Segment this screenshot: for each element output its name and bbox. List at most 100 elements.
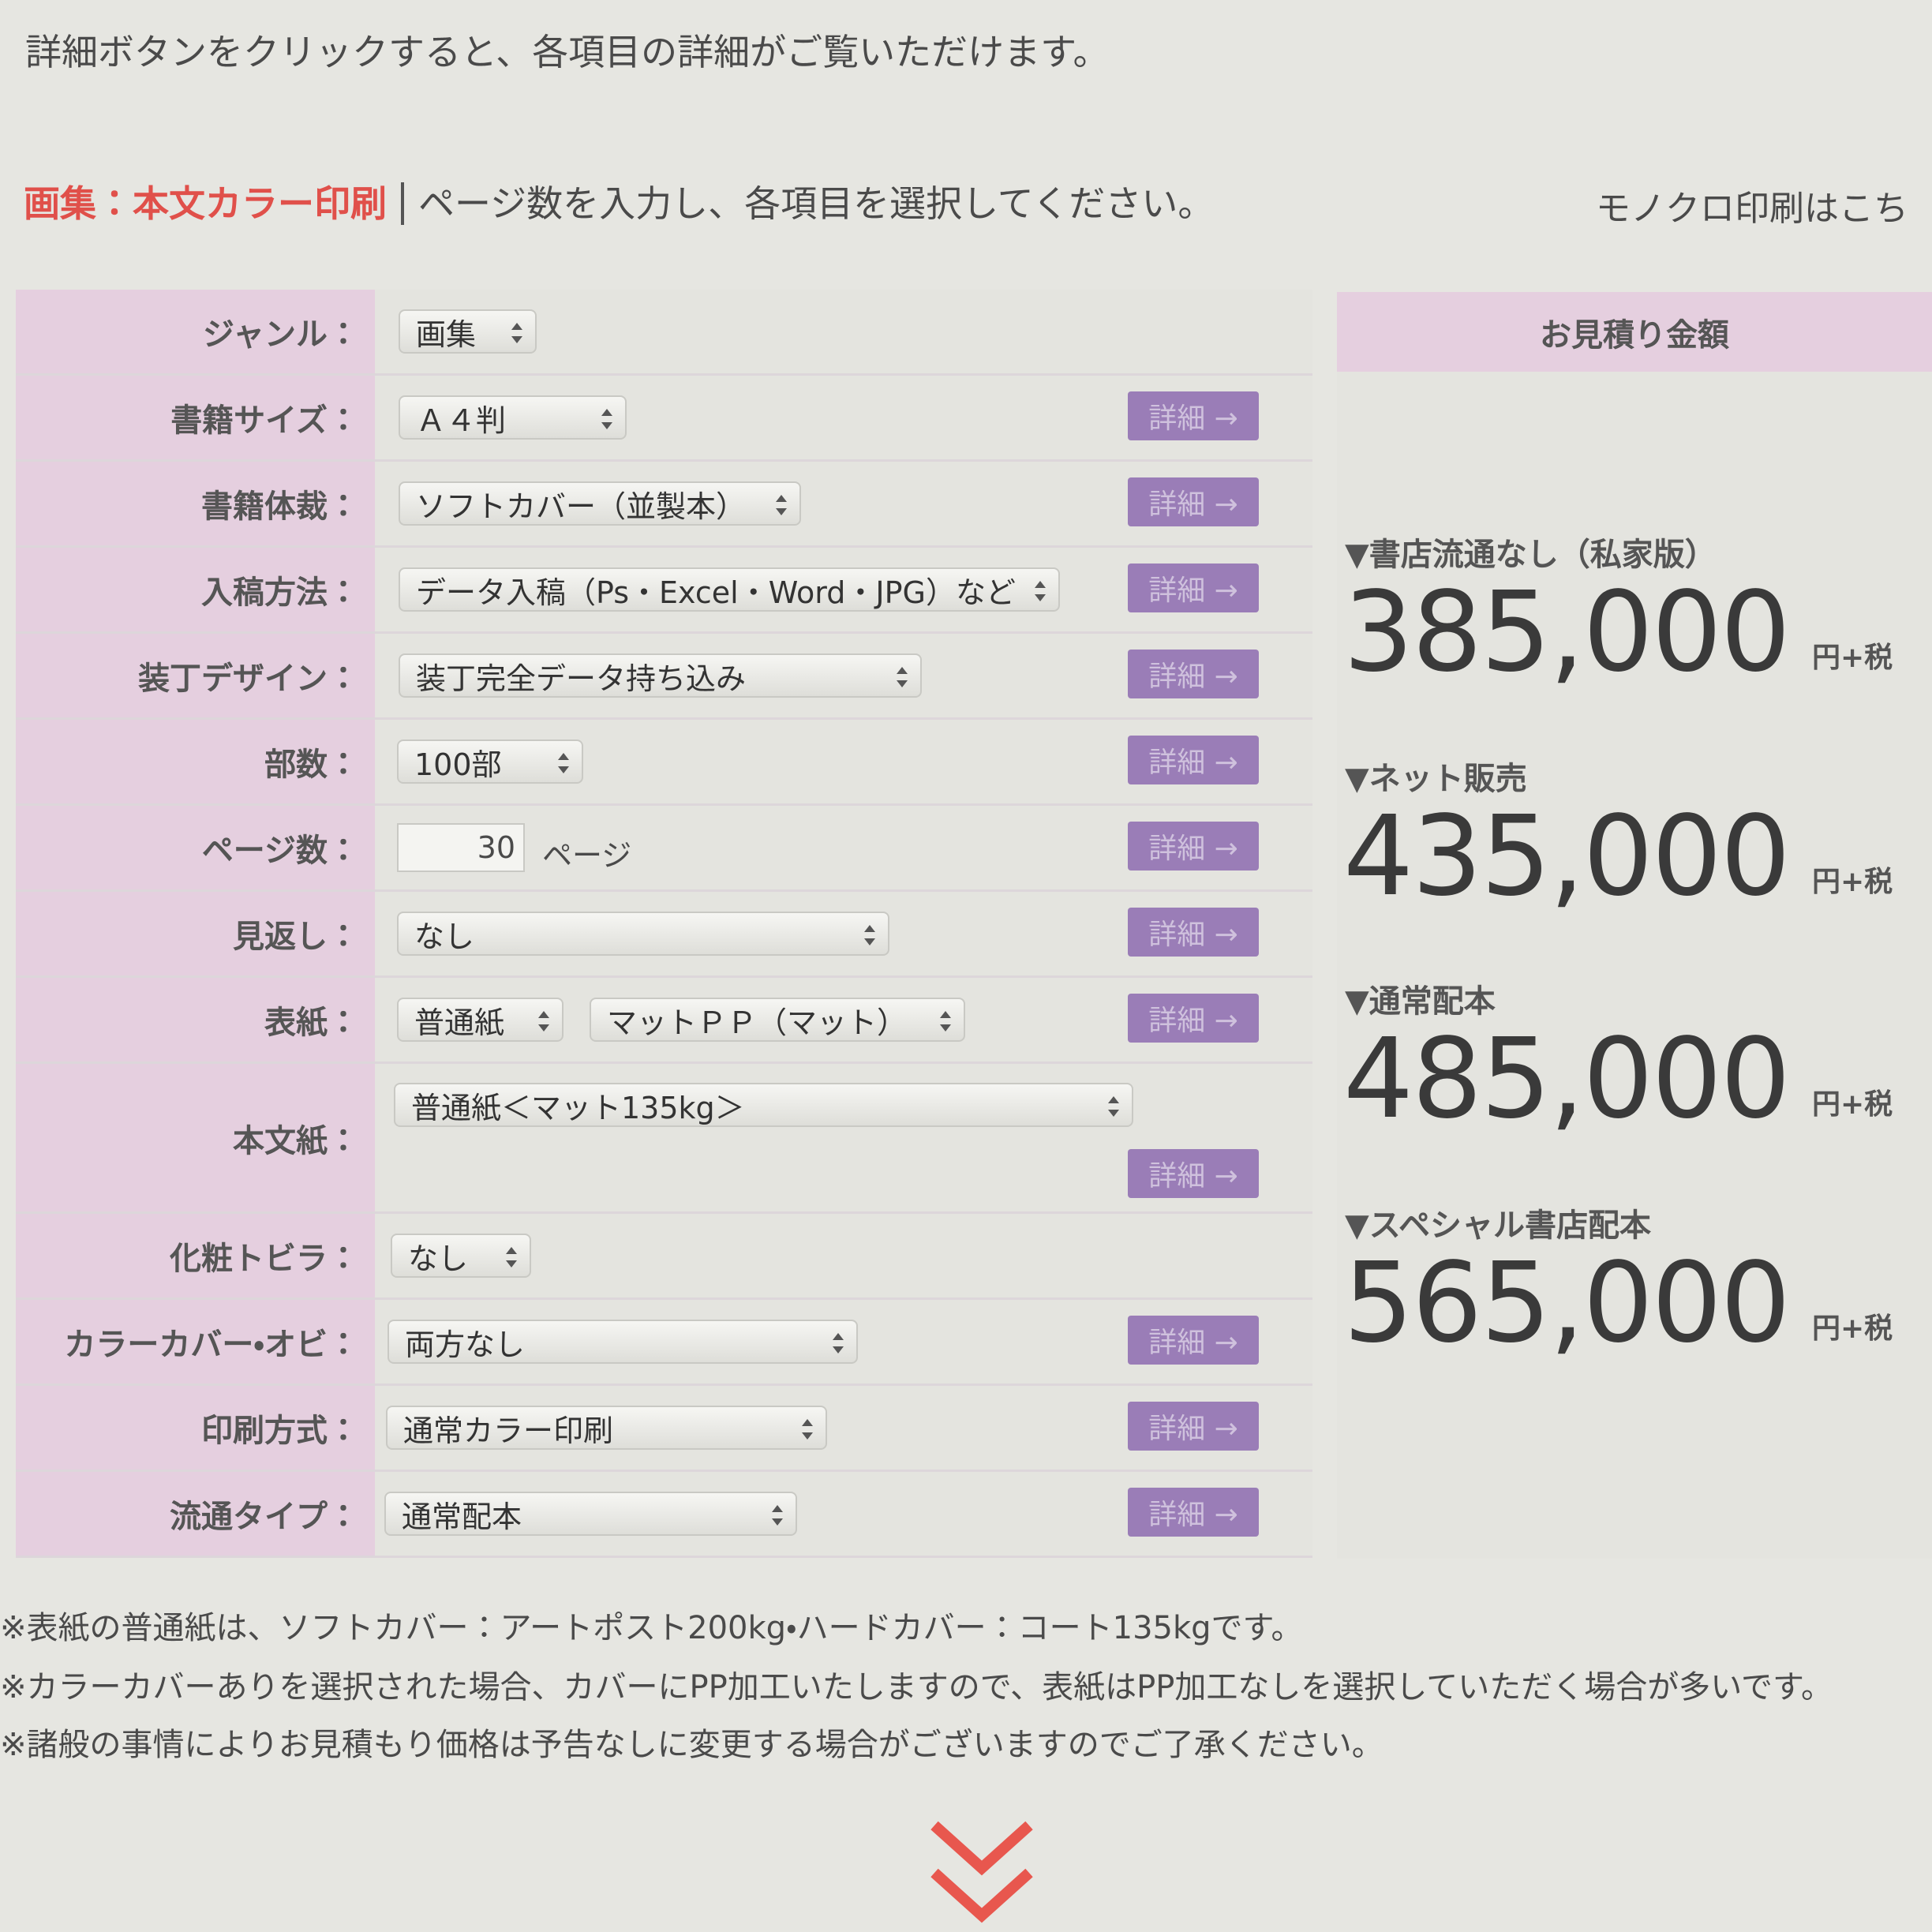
select-value: 100部 — [414, 747, 502, 782]
select-box[interactable]: 通常配本 — [384, 1492, 797, 1536]
field-controls: ソフトカバー（並製本） 詳細 → — [375, 462, 1312, 545]
field-controls: Ａ４判 詳細 → — [375, 376, 1312, 459]
note: ※表紙の普通紙は、ソフトカバー：アートポスト200kg・ハードカバー：コート13… — [0, 1610, 1303, 1646]
select-box[interactable]: 普通紙＜マット135kg＞ — [394, 1083, 1133, 1127]
heading-instruction: ページ数を入力し、各項目を選択してください。 — [401, 182, 1215, 225]
detail-button[interactable]: 詳細 → — [1128, 650, 1259, 698]
form-row: 化粧トビラ： なし — [16, 1214, 1312, 1300]
detail-button[interactable]: 詳細 → — [1128, 1149, 1259, 1198]
select-arrow — [506, 1247, 517, 1267]
note: ※カラーカバーありを選択された場合、カバーにPP加工いたしますので、表紙はPP加… — [0, 1669, 1833, 1705]
detail-button[interactable]: 詳細 → — [1128, 908, 1259, 957]
form-row: 書籍体裁： ソフトカバー（並製本） 詳細 → — [16, 462, 1312, 548]
detail-button[interactable]: 詳細 → — [1128, 736, 1259, 784]
price-value: 485,000 — [1343, 1015, 1791, 1144]
detail-button[interactable]: 詳細 → — [1128, 391, 1259, 440]
price-label: ▼通常配本 — [1345, 983, 1496, 1020]
select-value: 普通紙＜マット135kg＞ — [411, 1090, 745, 1125]
form-row: 流通タイプ： 通常配本 詳細 → — [16, 1472, 1312, 1558]
field-controls: 通常配本 詳細 → — [375, 1472, 1312, 1556]
select-arrow — [802, 1419, 813, 1440]
detail-button[interactable]: 詳細 → — [1128, 564, 1259, 612]
detail-button[interactable]: 詳細 → — [1128, 822, 1259, 871]
select-box[interactable]: なし — [397, 912, 889, 956]
field-controls: なし — [375, 1214, 1312, 1297]
select-box[interactable]: 両方なし — [388, 1320, 858, 1364]
note: ※諸般の事情によりお見積もり価格は予告なしに変更する場合がございますのでご了承く… — [0, 1727, 1383, 1763]
select-arrow — [897, 667, 908, 687]
form-row: 印刷方式： 通常カラー印刷 詳細 → — [16, 1386, 1312, 1472]
price-unit: 円+税 — [1812, 1088, 1893, 1121]
select-box[interactable]: 通常カラー印刷 — [386, 1406, 827, 1450]
detail-button[interactable]: 詳細 → — [1128, 1402, 1259, 1451]
field-controls: 通常カラー印刷 詳細 → — [375, 1386, 1312, 1470]
text-input[interactable]: 30 — [397, 823, 525, 872]
form-row: 書籍サイズ： Ａ４判 詳細 → — [16, 376, 1312, 462]
price-value: 435,000 — [1343, 792, 1791, 921]
select-box[interactable]: データ入稿（Ps・Excel・Word・JPG）など — [399, 567, 1060, 612]
field-label: 印刷方式： — [16, 1386, 375, 1470]
form-row: 表紙： 普通紙 マットＰＰ（マット） 詳細 → — [16, 978, 1312, 1064]
select-value: データ入稿（Ps・Excel・Word・JPG）など — [416, 575, 1016, 610]
heading-title: 画集：本文カラー印刷 — [24, 182, 387, 225]
select-arrow — [1108, 1096, 1119, 1117]
select-box[interactable]: ソフトカバー（並製本） — [399, 481, 801, 526]
select-box[interactable]: 普通紙 — [397, 998, 564, 1042]
form-row: ジャンル： 画集 — [16, 290, 1312, 376]
form-row: ページ数： 30 ページ 詳細 → — [16, 806, 1312, 892]
price-value: 565,000 — [1343, 1239, 1791, 1368]
select-arrow — [776, 495, 787, 515]
select-arrow — [558, 753, 569, 773]
detail-button[interactable]: 詳細 → — [1128, 477, 1259, 526]
field-controls: 画集 — [375, 290, 1312, 373]
price-label: ▼スペシャル書店配本 — [1345, 1208, 1651, 1244]
field-label: 装丁デザイン： — [16, 634, 375, 717]
select-value: なし — [408, 1241, 469, 1276]
select-box[interactable]: Ａ４判 — [399, 395, 627, 440]
detail-button[interactable]: 詳細 → — [1128, 994, 1259, 1043]
select-arrow — [511, 323, 522, 343]
select-arrow — [940, 1011, 951, 1032]
estimate-header: お見積り金額 — [1337, 292, 1932, 372]
field-controls: データ入稿（Ps・Excel・Word・JPG）など 詳細 → — [375, 548, 1312, 631]
field-label: 書籍サイズ： — [16, 376, 375, 459]
select-value: 普通紙 — [414, 1005, 505, 1040]
field-controls: なし 詳細 → — [375, 892, 1312, 975]
field-label: 部数： — [16, 720, 375, 803]
select-arrow — [772, 1505, 783, 1526]
select-value: 通常配本 — [402, 1499, 522, 1534]
select-box[interactable]: マットＰＰ（マット） — [590, 998, 965, 1042]
price-unit: 円+税 — [1812, 642, 1893, 674]
select-box[interactable]: なし — [391, 1234, 531, 1278]
price-unit: 円+税 — [1812, 1312, 1893, 1345]
form-row: 部数： 100部 詳細 → — [16, 720, 1312, 806]
field-label: 入稿方法： — [16, 548, 375, 631]
field-label: 化粧トビラ： — [16, 1214, 375, 1297]
scroll-chevron[interactable] — [928, 1819, 1035, 1932]
form-row: 見返し： なし 詳細 → — [16, 892, 1312, 978]
field-controls: 両方なし 詳細 → — [375, 1300, 1312, 1383]
detail-button[interactable]: 詳細 → — [1128, 1316, 1259, 1365]
field-controls: 100部 詳細 → — [375, 720, 1312, 803]
select-value: なし — [414, 919, 475, 954]
field-controls: 普通紙 マットＰＰ（マット） 詳細 → — [375, 978, 1312, 1061]
field-label: ページ数： — [16, 806, 375, 889]
select-box[interactable]: 装丁完全データ持ち込み — [399, 653, 922, 698]
detail-button[interactable]: 詳細 → — [1128, 1488, 1259, 1537]
select-value: 両方なし — [405, 1327, 526, 1362]
form-row: 本文紙： 普通紙＜マット135kg＞ 詳細 → — [16, 1064, 1312, 1214]
select-box[interactable]: 100部 — [397, 739, 583, 784]
select-value: Ａ４判 — [416, 402, 507, 438]
field-label: ジャンル： — [16, 290, 375, 373]
field-label: 書籍体裁： — [16, 462, 375, 545]
select-arrow — [538, 1011, 549, 1032]
price-label: ▼書店流通なし（私家版） — [1345, 537, 1717, 573]
select-value: ソフトカバー（並製本） — [416, 489, 747, 524]
field-controls: 装丁完全データ持ち込み 詳細 → — [375, 634, 1312, 717]
select-box[interactable]: 画集 — [399, 309, 537, 354]
heading: 画集：本文カラー印刷 ページ数を入力し、各項目を選択してください。 — [24, 175, 1215, 227]
intro: 詳細ボタンをクリックすると、各項目の詳細がご覧いただけます。 — [25, 31, 1110, 73]
mono-link[interactable]: モノクロ印刷はこち — [1596, 189, 1908, 229]
select-arrow — [833, 1333, 844, 1354]
